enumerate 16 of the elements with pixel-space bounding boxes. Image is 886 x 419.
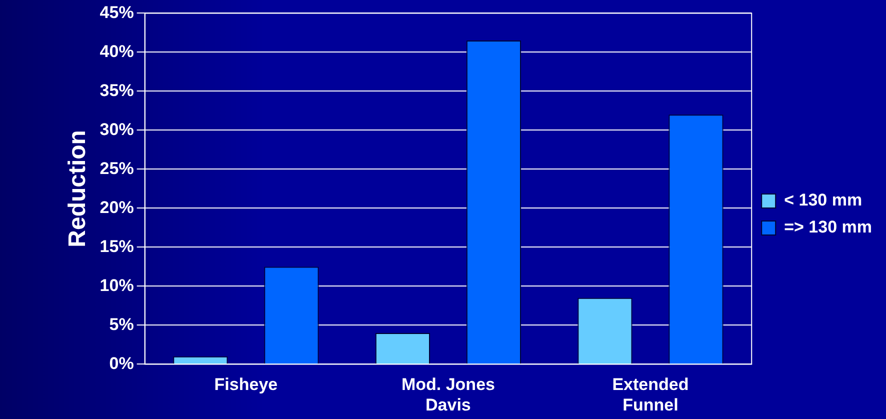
y-tick-label: 25% <box>100 158 134 178</box>
y-tick-label: 40% <box>100 42 134 61</box>
x-tick-label: Fisheye <box>214 375 278 394</box>
y-tick-label: 45% <box>100 2 134 22</box>
y-tick-label: 0% <box>109 354 134 373</box>
legend-label: < 130 mm <box>784 190 862 210</box>
y-tick-label: 15% <box>100 236 134 256</box>
legend-label: => 130 mm <box>784 218 872 237</box>
y-axis-title: Reduction <box>64 130 92 248</box>
y-tick-label: 5% <box>109 314 134 334</box>
y-tick-label: 10% <box>100 276 134 295</box>
x-tick-label: Extended Funnel <box>612 375 689 414</box>
y-tick-label: 30% <box>100 120 134 139</box>
y-tick-label: 35% <box>100 80 134 100</box>
x-tick-label: Mod. Jones Davis <box>401 375 495 414</box>
y-tick-label: 20% <box>100 198 134 217</box>
